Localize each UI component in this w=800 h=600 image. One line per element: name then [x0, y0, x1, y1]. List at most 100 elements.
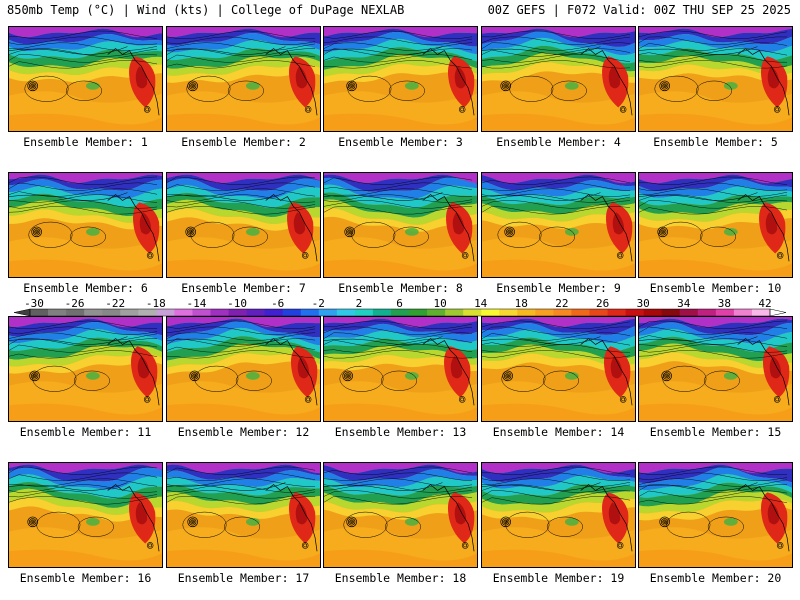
ensemble-member-label: Ensemble Member: 2 [181, 135, 306, 149]
ensemble-member-label: Ensemble Member: 15 [649, 425, 782, 439]
ensemble-member-map [481, 316, 636, 422]
colorbar-swatch [463, 309, 482, 316]
colorbar-tick-label: 14 [474, 297, 488, 310]
ensemble-member-label: Ensemble Member: 3 [338, 135, 463, 149]
colorbar-swatch [517, 309, 536, 316]
ensemble-member-label: Ensemble Member: 12 [177, 425, 310, 439]
colorbar-right-arrow [769, 308, 787, 317]
ensemble-member-label: Ensemble Member: 20 [649, 571, 782, 585]
ensemble-member-map [481, 26, 636, 132]
colorbar-tick-label: 26 [596, 297, 609, 310]
colorbar-swatch [120, 309, 139, 316]
colorbar-swatch [174, 309, 193, 316]
ensemble-member-map [166, 26, 321, 132]
colorbar-swatch [390, 309, 410, 316]
colorbar-swatch [409, 309, 428, 316]
header-title: 850mb Temp (°C) | Wind (kts) | College o… [7, 3, 405, 17]
ensemble-member-map [481, 172, 636, 278]
colorbar-tick-label: 18 [515, 297, 528, 310]
colorbar-swatch [553, 309, 572, 316]
ensemble-member-label: Ensemble Member: 11 [19, 425, 152, 439]
colorbar-tick-label: 2 [356, 297, 363, 310]
colorbar-tick-label: -18 [146, 297, 166, 310]
ensemble-member-label: Ensemble Member: 19 [492, 571, 625, 585]
ensemble-member-label: Ensemble Member: 14 [492, 425, 625, 439]
colorbar-tick-label: 6 [396, 297, 403, 310]
ensemble-member-map [481, 462, 636, 568]
ensemble-member-label: Ensemble Member: 7 [181, 281, 306, 295]
colorbar-swatch [679, 309, 699, 316]
colorbar-swatch [84, 309, 103, 316]
ensemble-member-map [638, 172, 793, 278]
ensemble-member-map [323, 26, 478, 132]
colorbar-tick-label: 30 [637, 297, 650, 310]
colorbar-tick-label: -22 [105, 297, 125, 310]
ensemble-member-map [8, 26, 163, 132]
ensemble-member-map [638, 462, 793, 568]
colorbar-swatch [300, 309, 320, 316]
ensemble-member-map [638, 316, 793, 422]
ensemble-member-label: Ensemble Member: 1 [23, 135, 148, 149]
colorbar-swatch [427, 309, 446, 316]
colorbar-swatch [499, 309, 518, 316]
ensemble-member-map [8, 172, 163, 278]
colorbar-swatch [156, 309, 175, 316]
ensemble-member-label: Ensemble Member: 8 [338, 281, 463, 295]
colorbar-swatch [751, 309, 771, 316]
ensemble-member-label: Ensemble Member: 13 [334, 425, 467, 439]
colorbar-swatch [445, 309, 464, 316]
colorbar-swatch [625, 309, 645, 316]
colorbar-swatch [643, 309, 663, 316]
colorbar-tick-label: 22 [555, 297, 568, 310]
run-valid-time: 00Z GEFS | F072 Valid: 00Z THU SEP 25 20… [487, 3, 791, 17]
colorbar-swatch [607, 309, 627, 316]
colorbar-swatch [48, 309, 67, 316]
colorbar-swatch [571, 309, 590, 316]
colorbar-swatch [318, 309, 338, 316]
ensemble-member-map [8, 316, 163, 422]
ensemble-member-label: Ensemble Member: 10 [649, 281, 782, 295]
colorbar-tick-label: -26 [65, 297, 85, 310]
colorbar-swatch [228, 309, 247, 316]
ensemble-member-label: Ensemble Member: 4 [496, 135, 621, 149]
colorbar-swatch [66, 309, 85, 316]
colorbar-tick-label: 42 [758, 297, 771, 310]
colorbar-tick-label: -6 [271, 297, 284, 310]
ensemble-member-map [8, 462, 163, 568]
colorbar-swatch [715, 309, 735, 316]
colorbar-swatch [733, 309, 753, 316]
ensemble-member-map [323, 172, 478, 278]
colorbar-tick-label: 10 [433, 297, 446, 310]
colorbar-swatch [354, 309, 374, 316]
colorbar-swatch [210, 309, 229, 316]
colorbar-tick-label: -10 [227, 297, 247, 310]
colorbar-swatch [661, 309, 681, 316]
colorbar-swatch [264, 309, 284, 316]
colorbar-swatch [102, 309, 121, 316]
colorbar-swatch [282, 309, 302, 316]
colorbar-tick-label: 34 [677, 297, 691, 310]
ensemble-member-map [638, 26, 793, 132]
colorbar-swatch [589, 309, 608, 316]
ensemble-member-label: Ensemble Member: 18 [334, 571, 467, 585]
colorbar-swatch [30, 309, 49, 316]
colorbar-swatch [192, 309, 211, 316]
colorbar-left-arrow [13, 308, 31, 317]
ensemble-member-label: Ensemble Member: 17 [177, 571, 310, 585]
colorbar-swatch [138, 309, 157, 316]
ensemble-member-label: Ensemble Member: 5 [653, 135, 778, 149]
ensemble-member-map [166, 316, 321, 422]
colorbar-swatch [336, 309, 356, 316]
colorbar-tick-label: -14 [186, 297, 206, 310]
colorbar-tick-label: -30 [24, 297, 44, 310]
colorbar-tick-label: 38 [718, 297, 731, 310]
colorbar-swatch [697, 309, 717, 316]
ensemble-member-map [323, 316, 478, 422]
ensemble-member-label: Ensemble Member: 16 [19, 571, 152, 585]
ensemble-member-map [166, 172, 321, 278]
colorbar-tick-label: -2 [312, 297, 325, 310]
colorbar-swatch [481, 309, 500, 316]
colorbar-swatch [535, 309, 554, 316]
ensemble-member-map [166, 462, 321, 568]
ensemble-member-map [323, 462, 478, 568]
